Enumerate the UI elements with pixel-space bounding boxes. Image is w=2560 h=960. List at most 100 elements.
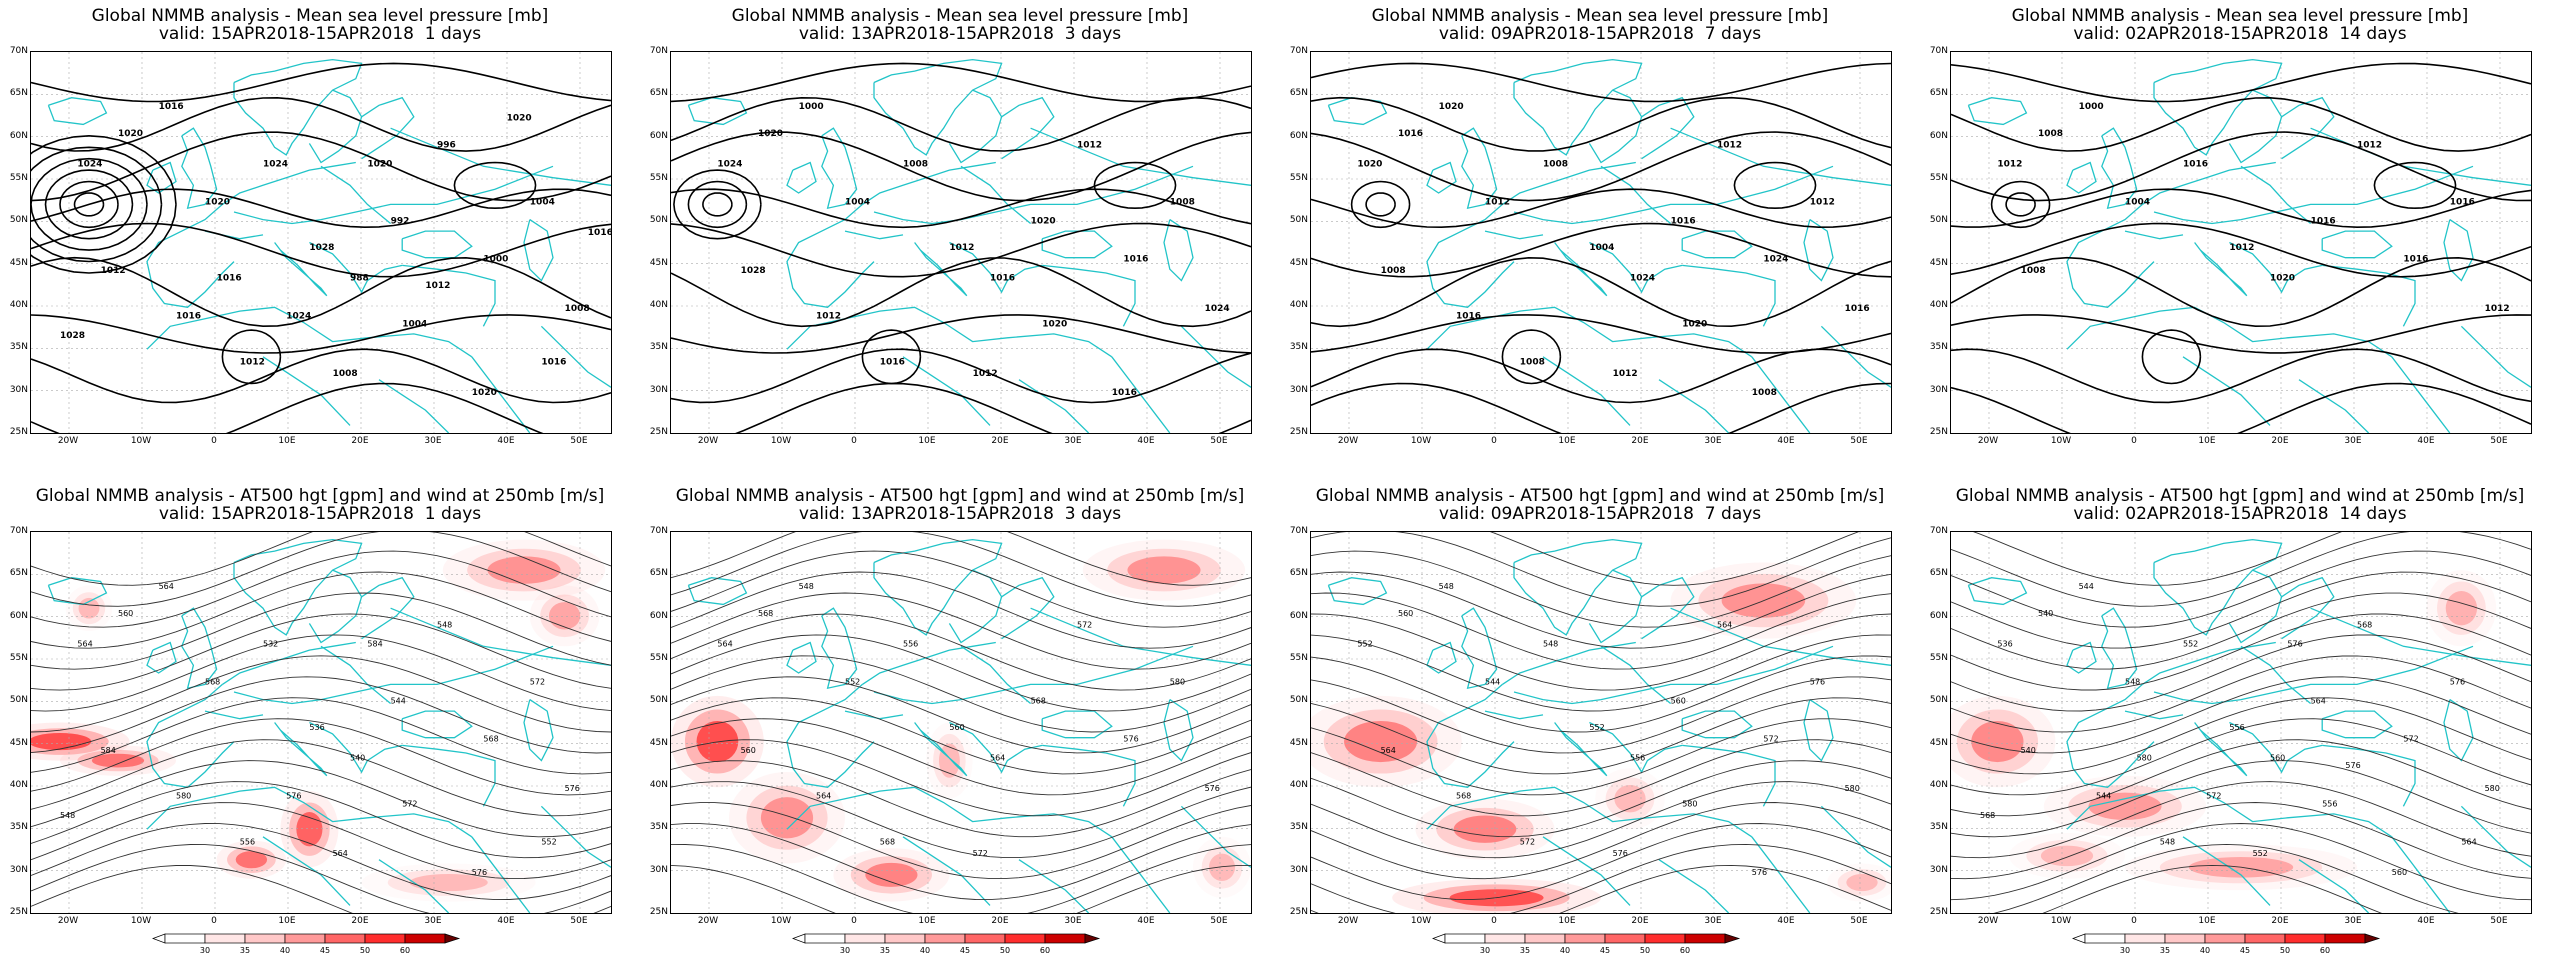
contour-label: 560 <box>2270 754 2285 763</box>
map-panel: Global NMMB analysis - Mean sea level pr… <box>640 0 1280 480</box>
jet-wind-shading <box>1453 815 1517 843</box>
coastline <box>1589 241 1683 294</box>
contour-label: 1012 <box>240 357 265 367</box>
contour-label: 1020 <box>758 129 783 139</box>
contour-label: 556 <box>2322 799 2337 808</box>
map-canvas: 536 540 544 548 552 556 560 564 568 572 576 580 540 5… <box>1950 531 2532 914</box>
lat-tick-label: 60N <box>9 130 28 141</box>
isobar <box>671 257 1251 328</box>
contour-label: 1008 <box>1520 357 1545 367</box>
contour-label: 1020 <box>1042 319 1067 329</box>
lat-tick-label: 35N <box>1289 342 1308 353</box>
lat-tick-label: 70N <box>1929 526 1948 536</box>
contour-label: 544 <box>2096 792 2111 801</box>
coastline <box>1681 710 1753 739</box>
contour-label: 1028 <box>60 331 85 341</box>
isobar <box>31 382 544 433</box>
coastline <box>47 97 108 126</box>
colorbar-tick-label: 35 <box>880 946 890 955</box>
isobar-low-center <box>31 146 163 263</box>
coastline <box>1751 836 1811 913</box>
contour-label: 1012 <box>1485 197 1510 207</box>
geopotential-contour <box>671 676 1251 754</box>
lat-tick-label: 25N <box>9 907 28 917</box>
geopotential-contour <box>1951 613 2531 691</box>
contour-label: 564 <box>2311 697 2326 706</box>
geopotential-contour <box>1951 532 2531 607</box>
coastline <box>378 379 450 433</box>
jet-wind-shading <box>1837 869 1887 896</box>
lat-tick-label: 40N <box>1929 780 1948 790</box>
coastline <box>687 97 748 126</box>
coastline <box>2240 165 2312 225</box>
contour-label: 1020 <box>2270 274 2295 284</box>
contour-label: 564 <box>816 792 831 801</box>
coastline <box>949 241 1043 294</box>
contour-label: 1000 <box>2079 102 2104 112</box>
coastline <box>2066 203 2155 308</box>
lon-tick-label: 10E <box>918 916 936 926</box>
coastline <box>274 242 328 297</box>
geopotential-contour <box>1311 634 1891 712</box>
lat-tick-label: 70N <box>9 526 28 536</box>
colorbar-tick-label: 30 <box>840 946 850 955</box>
jet-wind-shading <box>1827 863 1891 902</box>
lat-tick-label: 40N <box>1929 300 1948 310</box>
contour-label: 1016 <box>217 274 242 284</box>
contour-label: 1008 <box>1170 197 1195 207</box>
coastline <box>2153 58 2283 156</box>
isobar <box>31 96 611 152</box>
colorbar-segment <box>364 933 406 944</box>
contour-label: 1028 <box>309 243 334 253</box>
isobar <box>1951 188 2531 229</box>
coastline <box>2460 805 2531 868</box>
coastline <box>2124 710 2184 720</box>
lon-tick-label: 40E <box>1137 916 1155 926</box>
map-svg: 1024 1020 1016 1020 1024 1028 988 992 996 1000 100… <box>31 52 611 433</box>
isobar <box>1951 222 2531 278</box>
lon-tick-label: 50E <box>1850 436 1868 446</box>
contour-label: 1016 <box>1671 217 1696 227</box>
jet-wind-shading <box>1311 695 1462 788</box>
geopotential-contour <box>671 739 1251 817</box>
coastline <box>540 805 611 868</box>
isobar-closed <box>2141 329 2202 385</box>
coastline <box>902 356 991 426</box>
contour-label: 1024 <box>77 159 102 169</box>
lon-tick-label: 0 <box>2131 916 2137 926</box>
lon-tick-label: 30E <box>1064 436 1082 446</box>
jet-wind-shading <box>548 602 581 630</box>
geopotential-contour <box>1311 802 1891 880</box>
geopotential-contour <box>671 823 1251 901</box>
isobar-low-center <box>702 192 733 217</box>
contour-label: 572 <box>1520 837 1535 846</box>
coastline <box>2298 859 2370 913</box>
coastline <box>320 645 392 705</box>
coastline <box>2101 607 2138 690</box>
contour-label: 552 <box>1357 639 1372 648</box>
geopotential-contour <box>1311 676 1891 754</box>
coastline <box>2240 645 2312 705</box>
geopotential-contour <box>1951 802 2531 880</box>
lon-tick-label: 30E <box>1704 916 1722 926</box>
geopotential-contour <box>31 865 611 913</box>
lon-tick-label: 50E <box>1850 916 1868 926</box>
coastline <box>523 699 554 762</box>
lon-tick-label: 10W <box>130 436 152 446</box>
coastline <box>1542 836 1631 906</box>
contour-label: 1016 <box>588 228 611 238</box>
map-panel: Global NMMB analysis - Mean sea level pr… <box>1280 0 1920 480</box>
lon-tick-label: 20W <box>1337 436 1359 446</box>
contour-label: 564 <box>990 754 1005 763</box>
lon-tick-label: 50E <box>1210 436 1228 446</box>
colorbar-segment <box>844 933 886 944</box>
geopotential-contour <box>671 592 1251 670</box>
contour-label: 548 <box>2125 677 2140 686</box>
coastline <box>786 161 817 194</box>
jet-wind-shading <box>833 848 950 902</box>
lon-tick-label: 10W <box>2050 916 2072 926</box>
colorbar-segment <box>1524 933 1566 944</box>
contour-label: 568 <box>483 735 498 744</box>
coastline <box>2391 356 2451 433</box>
jet-wind-shading <box>467 548 581 592</box>
